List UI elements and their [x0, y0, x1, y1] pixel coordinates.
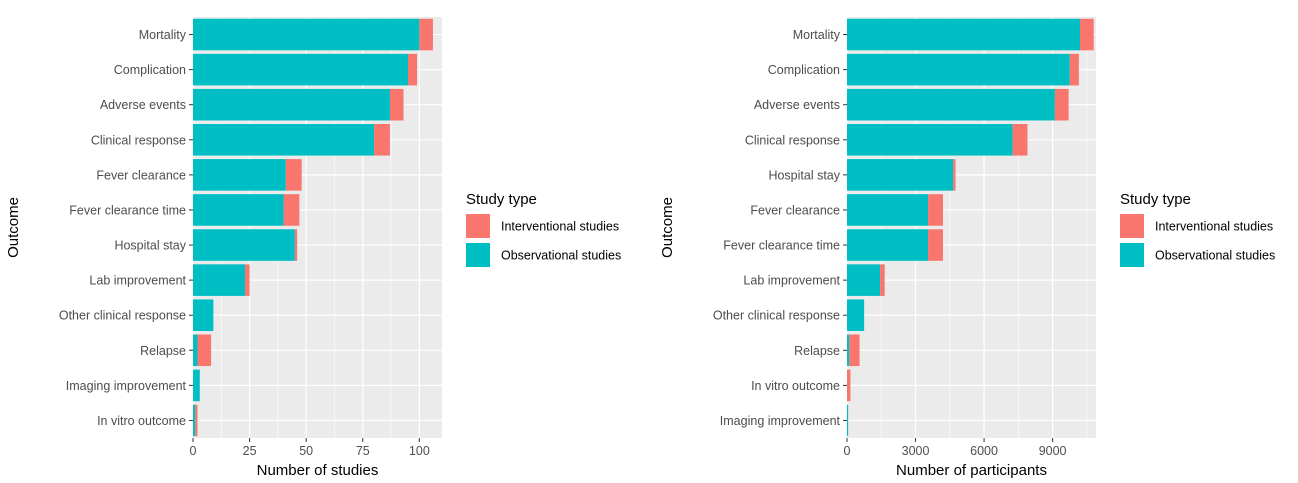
bar-interventional [245, 264, 250, 296]
y-tick-label: Imaging improvement [720, 414, 841, 428]
bar-observational [847, 53, 1070, 86]
bar-interventional [880, 264, 885, 296]
y-tick-label: Relapse [140, 344, 186, 358]
y-tick-label: Fever clearance time [69, 203, 186, 217]
bar-observational [847, 194, 929, 226]
bar-observational [193, 369, 200, 402]
bar-interventional [953, 159, 956, 191]
bar-observational [193, 88, 390, 121]
panel-background [193, 17, 442, 438]
bar-observational [847, 18, 1081, 51]
bar-interventional [928, 229, 943, 261]
chart-panel-1: Mortality Complication Adverse events Clini… [5, 17, 621, 479]
bar-interventional [1054, 88, 1069, 121]
legend-label: Observational studies [501, 249, 621, 263]
bar-observational [193, 53, 409, 86]
y-tick-label: Lab improvement [743, 274, 840, 288]
bar-interventional [294, 229, 298, 261]
y-tick-label: Clinical response [745, 133, 840, 147]
y-tick-label: In vitro outcome [751, 379, 840, 393]
bar-interventional [197, 334, 212, 367]
bar-observational [847, 229, 929, 261]
y-tick-label: In vitro outcome [97, 414, 186, 428]
legend-title: Study type [466, 191, 537, 208]
y-axis-title: Outcome [659, 197, 676, 258]
bar-interventional [847, 369, 851, 402]
bar-interventional [408, 53, 418, 86]
bar-interventional [1069, 53, 1079, 86]
y-tick-label: Other clinical response [59, 309, 186, 323]
y-tick-label: Other clinical response [713, 309, 840, 323]
y-tick-label: Mortality [139, 28, 187, 42]
x-tick-label: 3000 [902, 444, 930, 458]
bar-observational [193, 194, 284, 226]
y-tick-label: Mortality [793, 28, 841, 42]
y-tick-label: Hospital stay [114, 239, 186, 253]
x-tick-label: 0 [844, 444, 851, 458]
legend-key [1120, 214, 1144, 238]
y-tick-label: Complication [768, 63, 840, 77]
x-tick-label: 6000 [970, 444, 998, 458]
y-tick-label: Adverse events [100, 98, 186, 112]
y-tick-label: Clinical response [91, 133, 186, 147]
bar-interventional [374, 124, 390, 156]
x-tick-label: 0 [190, 444, 197, 458]
legend: Study type Interventional studies Observat… [466, 191, 621, 267]
bar-observational [193, 229, 295, 261]
bar-interventional [419, 18, 433, 51]
y-tick-label: Adverse events [754, 98, 840, 112]
x-tick-label: 50 [299, 444, 313, 458]
legend-title: Study type [1120, 191, 1191, 208]
x-tick-label: 25 [243, 444, 257, 458]
bar-interventional [1080, 18, 1094, 51]
y-axis-title: Outcome [5, 197, 22, 258]
bar-interventional [1012, 124, 1028, 156]
legend-label: Interventional studies [1155, 220, 1273, 234]
bar-observational [193, 124, 375, 156]
bar-interventional [283, 194, 300, 226]
bar-interventional [195, 404, 198, 437]
bar-observational [193, 264, 246, 296]
bar-observational [847, 334, 850, 367]
y-tick-label: Fever clearance [96, 168, 186, 182]
legend-key [466, 243, 490, 267]
bar-interventional [389, 88, 404, 121]
panel-background [847, 17, 1096, 438]
x-tick-label: 100 [409, 444, 430, 458]
chart-panel-2: Mortality Complication Adverse events Clini… [659, 17, 1275, 479]
bar-observational [847, 404, 849, 437]
x-axis-title: Number of studies [257, 462, 379, 479]
x-tick-label: 9000 [1039, 444, 1067, 458]
bar-interventional [285, 159, 302, 191]
legend-key [1120, 243, 1144, 267]
y-tick-label: Hospital stay [768, 168, 840, 182]
y-tick-label: Imaging improvement [66, 379, 187, 393]
legend-key [466, 214, 490, 238]
bar-observational [193, 299, 214, 331]
x-tick-label: 75 [356, 444, 370, 458]
y-tick-label: Lab improvement [89, 274, 186, 288]
y-tick-label: Relapse [794, 344, 840, 358]
bar-observational [847, 124, 1013, 156]
y-tick-label: Fever clearance [750, 203, 840, 217]
bar-observational [193, 159, 286, 191]
bar-observational [847, 159, 954, 191]
x-axis-title: Number of participants [896, 462, 1047, 479]
y-tick-label: Fever clearance time [723, 239, 840, 253]
bar-observational [193, 334, 198, 367]
bar-observational [847, 299, 865, 331]
bar-observational [193, 18, 420, 51]
bar-observational [193, 404, 196, 437]
legend-label: Observational studies [1155, 249, 1275, 263]
legend-label: Interventional studies [501, 220, 619, 234]
bar-observational [847, 264, 881, 296]
legend: Study type Interventional studies Observat… [1120, 191, 1275, 267]
y-tick-label: Complication [114, 63, 186, 77]
bar-interventional [928, 194, 943, 226]
bar-interventional [849, 334, 860, 367]
bar-observational [847, 88, 1055, 121]
